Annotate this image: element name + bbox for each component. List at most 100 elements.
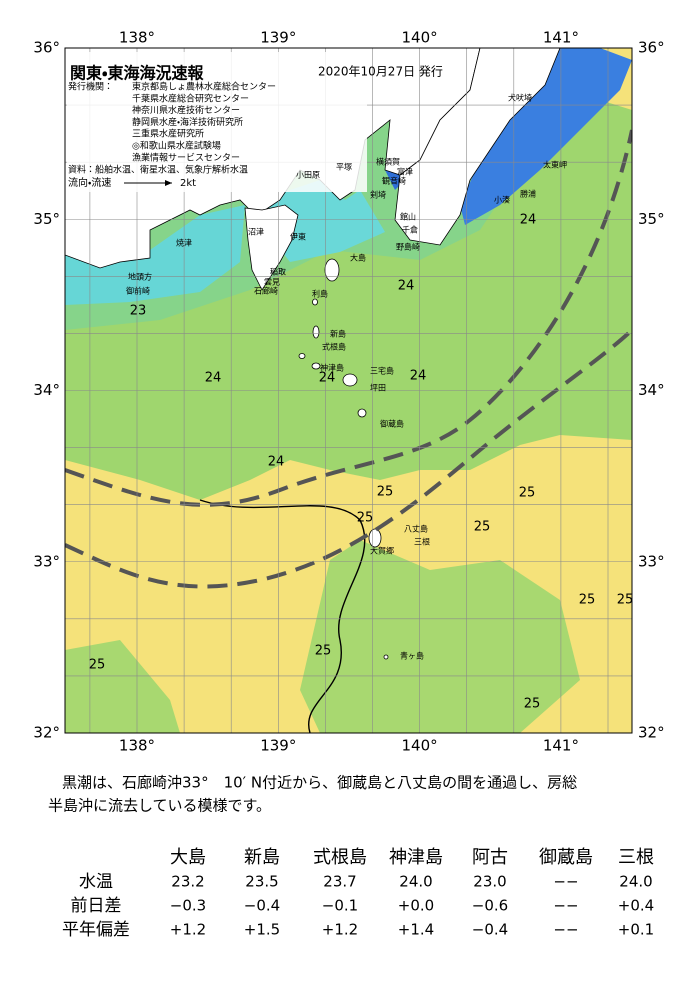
kuroshio-axis bbox=[65, 129, 632, 507]
flow-legend-unit: 2kt bbox=[180, 178, 196, 189]
table-cell: 23.2 bbox=[171, 873, 204, 891]
table-cell: −− bbox=[553, 897, 578, 915]
place-name: 小田原 bbox=[296, 171, 320, 180]
table-header: 三根 bbox=[618, 847, 654, 868]
place-name: 焼津 bbox=[176, 238, 192, 248]
contour-label: 25 bbox=[474, 520, 491, 535]
data-source: 資料：船舶水温、衛星水温、気象庁解析水温 bbox=[68, 164, 248, 176]
issuer: 神奈川県水産技術センター bbox=[132, 104, 240, 116]
lat-label: 36° bbox=[638, 39, 665, 57]
place-name: 犬吠埼 bbox=[508, 93, 532, 103]
contour-label: 24 bbox=[410, 369, 427, 384]
row-label: 平年偏差 bbox=[62, 920, 130, 940]
contour-label: 24 bbox=[268, 455, 285, 470]
place-name: 沼津 bbox=[248, 227, 264, 237]
place-name: 地頭方 bbox=[128, 272, 152, 282]
place-name: 小湊 bbox=[494, 195, 510, 205]
lat-label: 35° bbox=[638, 210, 665, 228]
kuroshio-edge bbox=[65, 328, 632, 589]
place-name: 千倉 bbox=[402, 225, 418, 235]
contour-25 bbox=[199, 499, 366, 733]
place-name: 三宅島 bbox=[370, 366, 394, 376]
issuer-label: 発行機関： bbox=[68, 81, 113, 93]
table-cell: −− bbox=[553, 921, 578, 939]
lat-label: 35° bbox=[33, 210, 60, 228]
land-boso bbox=[394, 48, 561, 246]
table-header: 式根島 bbox=[313, 847, 367, 868]
contour-label: 24 bbox=[520, 213, 537, 228]
place-name: 利島 bbox=[312, 289, 328, 299]
lat-label: 32° bbox=[33, 724, 60, 742]
lon-label: 140° bbox=[402, 737, 438, 755]
lon-label: 138° bbox=[119, 29, 155, 47]
lon-label: 139° bbox=[260, 737, 296, 755]
contour-label: 25 bbox=[357, 511, 374, 526]
flow-legend-label: 流向・流速 bbox=[68, 176, 111, 189]
contour-label: 25 bbox=[519, 486, 536, 501]
table-header: 神津島 bbox=[389, 847, 443, 868]
place-name: 坪田 bbox=[370, 384, 386, 393]
place-name: 野島崎 bbox=[396, 242, 420, 252]
place-name: 観音崎 bbox=[382, 176, 406, 186]
summary: 半島沖に流去している模様です。 bbox=[48, 797, 271, 815]
issue-date: 2020年10月27日 発行 bbox=[318, 65, 443, 79]
water-24-south bbox=[300, 540, 580, 733]
table-cell: −0.6 bbox=[472, 897, 508, 915]
table-cell: +0.1 bbox=[618, 921, 654, 939]
place-name: 平塚 bbox=[336, 163, 352, 172]
water-24-west bbox=[65, 640, 180, 733]
table-cell: 24.0 bbox=[619, 873, 652, 891]
table-cell: +1.2 bbox=[170, 921, 206, 939]
place-name: 八丈島 bbox=[404, 524, 428, 534]
table-cell: −− bbox=[553, 873, 578, 891]
place-name: 御前崎 bbox=[126, 286, 150, 296]
issuer: 千葉県水産総合研究センター bbox=[132, 92, 249, 104]
lon-label: 140° bbox=[402, 29, 438, 47]
cold-water-west bbox=[65, 205, 245, 305]
issuer: ◎和歌山県水産試験場 bbox=[132, 140, 221, 152]
table-cell: +0.0 bbox=[398, 897, 434, 915]
contour-label: 25 bbox=[617, 593, 634, 608]
contour-label: 25 bbox=[89, 658, 106, 673]
lon-label: 138° bbox=[119, 737, 155, 755]
table-cell: +1.5 bbox=[244, 921, 280, 939]
place-name: 式根島 bbox=[322, 342, 346, 352]
table-cell: −0.3 bbox=[170, 897, 206, 915]
table-header: 新島 bbox=[244, 847, 280, 868]
islands bbox=[298, 258, 389, 660]
land-izu bbox=[244, 204, 299, 291]
place-name: 大賀郷 bbox=[370, 546, 394, 556]
table-cell: +1.2 bbox=[322, 921, 358, 939]
contour-label: 24 bbox=[398, 279, 415, 294]
place-name: 勝浦 bbox=[520, 189, 536, 199]
lat-label: 32° bbox=[638, 724, 665, 742]
contour-label: 25 bbox=[315, 644, 332, 659]
issuer: 静岡県水産・海洋技術研究所 bbox=[132, 116, 243, 128]
place-name: 横須賀 bbox=[376, 157, 400, 167]
table-cell: 23.5 bbox=[245, 873, 278, 891]
lat-label: 36° bbox=[33, 39, 60, 57]
grid bbox=[65, 48, 632, 733]
lat-label: 33° bbox=[638, 552, 665, 570]
lon-label: 141° bbox=[543, 29, 579, 47]
table-cell: 23.7 bbox=[323, 873, 356, 891]
row-label: 前日差 bbox=[71, 896, 122, 916]
place-name: 神津島 bbox=[320, 363, 344, 373]
place-name: 石廊崎 bbox=[254, 286, 278, 296]
place-name: 伊東 bbox=[290, 232, 306, 242]
header-box bbox=[67, 52, 367, 192]
issuer: 東京都島しょ農林水産総合センター bbox=[132, 81, 276, 93]
contour-label: 25 bbox=[524, 697, 541, 712]
place-name: 富津 bbox=[397, 167, 413, 177]
place-name: 太東岬 bbox=[543, 160, 567, 170]
table-cell: +0.4 bbox=[618, 897, 654, 915]
map-frame bbox=[64, 47, 633, 734]
place-name: 稲取 bbox=[270, 267, 286, 277]
table-cell: −0.4 bbox=[472, 921, 508, 939]
place-name: 三根 bbox=[414, 537, 430, 547]
contour-label: 25 bbox=[579, 593, 596, 608]
lat-label: 33° bbox=[33, 552, 60, 570]
issuer: 漁業情報サービスセンター bbox=[132, 151, 240, 163]
place-name: 剣埼 bbox=[370, 190, 386, 200]
